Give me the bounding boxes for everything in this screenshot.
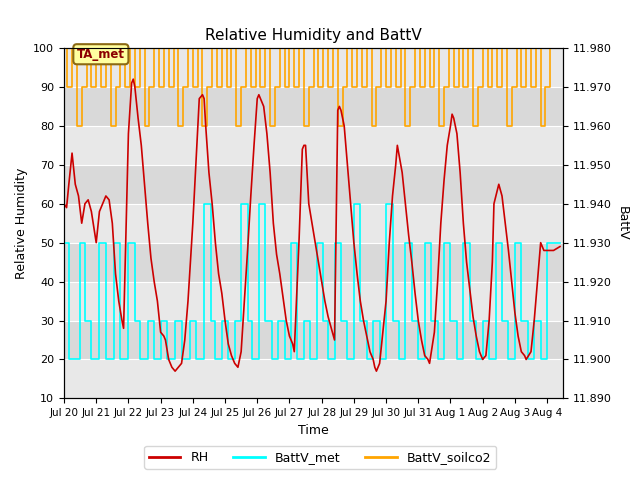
Y-axis label: Relative Humidity: Relative Humidity <box>15 168 28 279</box>
X-axis label: Time: Time <box>298 424 329 437</box>
Title: Relative Humidity and BattV: Relative Humidity and BattV <box>205 28 422 43</box>
Text: TA_met: TA_met <box>77 48 125 61</box>
Bar <box>64 243 563 282</box>
Y-axis label: BattV: BattV <box>616 206 628 240</box>
Bar <box>64 165 563 204</box>
Bar <box>64 87 563 126</box>
Bar <box>64 321 563 360</box>
Legend: RH, BattV_met, BattV_soilco2: RH, BattV_met, BattV_soilco2 <box>144 446 496 469</box>
